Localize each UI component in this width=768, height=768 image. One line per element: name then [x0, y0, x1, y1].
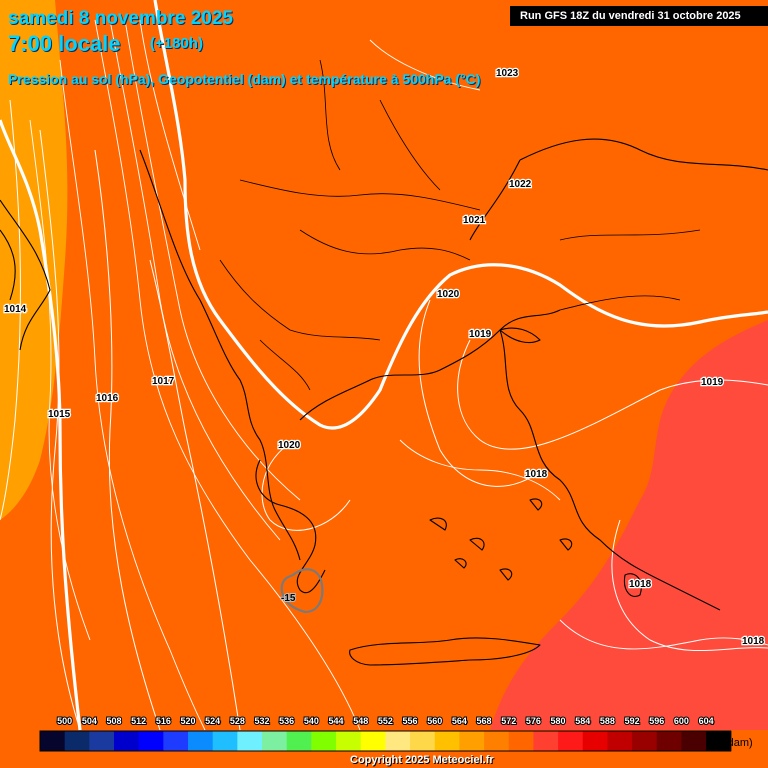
legend-tick-label: 548 — [353, 716, 368, 726]
legend-swatch — [410, 731, 436, 751]
pressure-label: 1020 — [437, 289, 460, 300]
legend-swatch — [237, 731, 263, 751]
pressure-label: 1018 — [525, 469, 548, 480]
legend-tick-label: 592 — [625, 716, 640, 726]
legend-tick-label: 516 — [156, 716, 171, 726]
legend-swatch — [706, 731, 732, 751]
legend-tick-label: 580 — [551, 716, 566, 726]
legend-tick-label: 568 — [477, 716, 492, 726]
pressure-label: 1014 — [4, 304, 27, 315]
legend-tick-label: 600 — [674, 716, 689, 726]
pressure-label: 1019 — [469, 329, 492, 340]
legend-swatch — [64, 731, 90, 751]
legend-tick-label: 596 — [649, 716, 664, 726]
legend-tick-label: 500 — [57, 716, 72, 726]
temperature-label: -15 — [281, 593, 296, 604]
isobars — [0, 99, 768, 731]
legend-swatch — [188, 731, 214, 751]
pressure-label: 1018 — [629, 579, 652, 590]
legend-tick-label: 512 — [131, 716, 146, 726]
legend-swatch — [212, 731, 238, 751]
legend-tick-label: 576 — [526, 716, 541, 726]
legend-swatch — [311, 731, 337, 751]
forecast-date: samedi 8 novembre 2025 — [8, 8, 233, 29]
geopotential-576-area — [490, 320, 768, 730]
forecast-time: 7:00 locale — [8, 31, 121, 56]
legend-swatch — [508, 731, 534, 751]
pressure-label: 1021 — [463, 215, 486, 226]
legend-tick-label: 572 — [501, 716, 516, 726]
legend-swatch — [632, 731, 658, 751]
legend-tick-label: 520 — [181, 716, 196, 726]
temperature-contour — [280, 568, 324, 614]
pressure-label: 1020 — [278, 440, 301, 451]
legend-swatch — [681, 731, 707, 751]
pressure-labels: 1014 1015 1016 1017 1020 1021 1022 1023 … — [3, 67, 766, 649]
legend-swatch — [262, 731, 288, 751]
forecast-lead-time: (+180h) — [150, 35, 203, 52]
legend-swatch — [385, 731, 411, 751]
coastlines — [0, 138, 768, 666]
legend-tick-label: 508 — [106, 716, 121, 726]
run-banner — [510, 6, 768, 26]
legend-tick-label: 524 — [205, 716, 220, 726]
legend-swatch — [607, 731, 633, 751]
pressure-label: 1019 — [701, 377, 724, 388]
legend-tick-label: 536 — [279, 716, 294, 726]
legend-frame — [39, 730, 732, 752]
legend-ticks: 500 504 508 512 516 520 524 528 532 536 540 544 548 5… — [56, 715, 714, 727]
legend-tick-label: 556 — [403, 716, 418, 726]
pressure-label: 1023 — [496, 68, 519, 79]
pressure-label: 1017 — [152, 376, 175, 387]
legend-swatch — [558, 731, 584, 751]
geopotential-contour-564 — [0, 119, 82, 731]
legend-swatch — [114, 731, 140, 751]
legend-tick-label: 528 — [230, 716, 245, 726]
pressure-label: 1016 — [96, 393, 119, 404]
legend-swatch — [163, 731, 189, 751]
legend-swatch — [89, 731, 115, 751]
legend-unit: (dam) — [724, 737, 753, 749]
legend-swatch — [40, 731, 66, 751]
copyright: Copyright 2025 Meteociel.fr — [350, 754, 494, 766]
legend-swatch — [533, 731, 559, 751]
legend-swatch — [484, 731, 510, 751]
borders — [219, 59, 701, 391]
legend-swatch — [286, 731, 312, 751]
legend-swatch — [138, 731, 164, 751]
legend-color-bar — [39, 730, 732, 752]
run-info: Run GFS 18Z du vendredi 31 octobre 2025 — [520, 10, 741, 22]
legend-tick-label: 604 — [699, 716, 714, 726]
pressure-label: 1018 — [742, 636, 765, 647]
legend-swatch — [656, 731, 682, 751]
legend-tick-label: 504 — [82, 716, 97, 726]
legend-tick-label: 560 — [427, 716, 442, 726]
legend-swatch — [360, 731, 386, 751]
pressure-label: 1015 — [48, 409, 71, 420]
pressure-label: 1022 — [509, 179, 532, 190]
legend-tick-label: 564 — [452, 716, 467, 726]
legend-tick-label: 540 — [304, 716, 319, 726]
legend-swatch — [336, 731, 362, 751]
legend-tick-label: 544 — [329, 716, 344, 726]
legend-swatch — [459, 731, 485, 751]
geopotential-contour-572 — [153, 0, 768, 430]
legend-tick-label: 552 — [378, 716, 393, 726]
isotherms — [29, 19, 768, 731]
legend-tick-label: 588 — [600, 716, 615, 726]
map-subtitle: Pression au sol (hPa), Geopotentiel (dam… — [8, 71, 481, 87]
legend-swatch — [582, 731, 608, 751]
legend-tick-label: 532 — [255, 716, 270, 726]
legend-tick-label: 584 — [575, 716, 590, 726]
legend-swatch — [434, 731, 460, 751]
